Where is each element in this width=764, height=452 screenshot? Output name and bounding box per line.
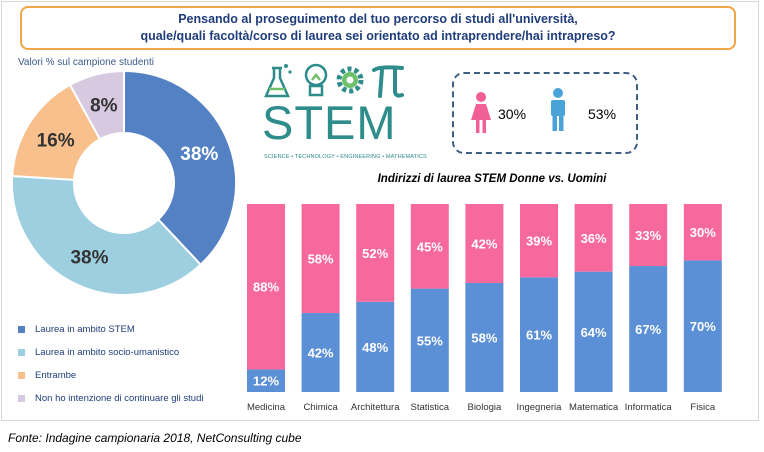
pi-icon — [372, 65, 404, 98]
donut-legend: Laurea in ambito STEM Laurea in ambito so… — [18, 318, 203, 410]
donut-slice-label: 38% — [70, 247, 108, 268]
bar-segment — [574, 204, 613, 272]
male-icon — [551, 88, 565, 131]
donut-slice-label: 16% — [37, 131, 75, 152]
gear-icon — [336, 66, 364, 94]
lightbulb-icon — [304, 63, 328, 97]
bar-value-label: 42% — [471, 236, 497, 251]
bar-value-label: 61% — [526, 328, 552, 343]
bar-segment — [520, 277, 558, 392]
legend-item: Entrambe — [18, 364, 203, 387]
source-note: Fonte: Indagine campionaria 2018, NetCon… — [8, 431, 302, 445]
stacked-bar-chart: 12% 88% Medicina 42% 58% Chimica 48% 52% Archite… — [247, 204, 722, 413]
bar-chart-title: Indirizzi di laurea STEM Donne vs. Uomin… — [377, 173, 607, 185]
bar-segment — [410, 204, 449, 289]
category-label: Informatica — [625, 402, 673, 413]
bar-segment — [356, 204, 395, 302]
donut-slice-label: 8% — [90, 96, 118, 117]
bar-segment — [465, 204, 504, 283]
legend-label: Laurea in ambito socio-umanistico — [35, 347, 180, 358]
gender-box: 30% 53% — [452, 72, 638, 154]
category-label: Statistica — [411, 402, 450, 413]
bar-value-label: 55% — [417, 333, 443, 348]
bar-segment — [629, 204, 668, 267]
legend-swatch — [18, 326, 25, 333]
bar-value-label: 58% — [308, 252, 334, 267]
legend-item: Laurea in ambito STEM — [18, 318, 203, 341]
donut-chart: 38% 38% 16% 8% — [11, 69, 237, 296]
bar-segment — [520, 204, 558, 278]
bar-value-label: 42% — [308, 346, 334, 361]
bar-segment — [301, 204, 340, 314]
bar-value-label: 67% — [635, 322, 661, 337]
category-label: Fisica — [690, 402, 716, 413]
bar-value-label: 70% — [690, 319, 716, 334]
donut-slice-label: 38% — [180, 144, 218, 165]
legend-item: Non ho intenzione di continuare gli stud… — [18, 387, 203, 410]
bar-value-label: 52% — [362, 246, 388, 261]
bar-segment — [247, 369, 285, 392]
stem-word: STEM — [262, 96, 397, 149]
bar-value-label: 33% — [635, 228, 661, 243]
category-label: Architettura — [351, 402, 400, 413]
stem-subtitle: SCIENCE • TECHNOLOGY • ENGINEERING • MAT… — [264, 154, 427, 160]
stem-icons — [264, 63, 404, 98]
legend-label: Laurea in ambito STEM — [35, 324, 135, 335]
donut-slice — [68, 69, 125, 141]
category-label: Chimica — [303, 402, 338, 413]
bar-segment — [410, 288, 449, 392]
bar-segment — [629, 266, 668, 392]
sample-label: Valori % sul campione studenti — [18, 57, 154, 68]
category-label: Medicina — [247, 402, 286, 413]
legend-label: Non ho intenzione di continuare gli stud… — [35, 393, 204, 404]
bar-value-label: 45% — [417, 239, 443, 254]
bar-value-label: 58% — [471, 330, 497, 345]
question-box: Pensando al proseguimento del tuo percor… — [20, 6, 736, 50]
bar-value-label: 48% — [362, 340, 388, 355]
female-icon — [471, 92, 491, 133]
bar-value-label: 64% — [581, 325, 607, 340]
bar-value-label: 30% — [690, 225, 716, 240]
donut-slice — [123, 69, 237, 267]
legend-swatch — [18, 395, 25, 402]
female-value: 30% — [498, 106, 527, 122]
legend-swatch — [18, 349, 25, 356]
bar-segment — [301, 313, 340, 392]
bar-value-label: 88% — [253, 280, 279, 295]
flask-icon — [264, 64, 292, 98]
male-value: 53% — [588, 106, 617, 122]
legend-swatch — [18, 372, 25, 379]
legend-label: Entrambe — [35, 370, 77, 381]
bar-segment — [683, 260, 722, 392]
stem-logo: STEM SCIENCE • TECHNOLOGY • ENGINEERING … — [262, 62, 427, 167]
bar-segment — [356, 301, 395, 392]
bar-segment — [683, 204, 722, 261]
category-label: Matematica — [569, 402, 619, 413]
bar-value-label: 12% — [253, 374, 279, 389]
chart-frame — [1, 1, 759, 421]
bar-segment — [574, 271, 613, 392]
category-label: Ingegneria — [517, 402, 563, 413]
bar-segment — [247, 204, 285, 370]
bar-value-label: 39% — [526, 234, 552, 249]
donut-slice — [11, 174, 203, 296]
question-line-1: Pensando al proseguimento del tuo percor… — [178, 12, 578, 26]
category-label: Biologia — [467, 402, 502, 413]
bar-value-label: 36% — [581, 231, 607, 246]
legend-item: Laurea in ambito socio-umanistico — [18, 341, 203, 364]
bar-segment — [465, 282, 504, 392]
question-line-2: quale/quali facoltà/corso di laurea sei … — [140, 29, 616, 43]
